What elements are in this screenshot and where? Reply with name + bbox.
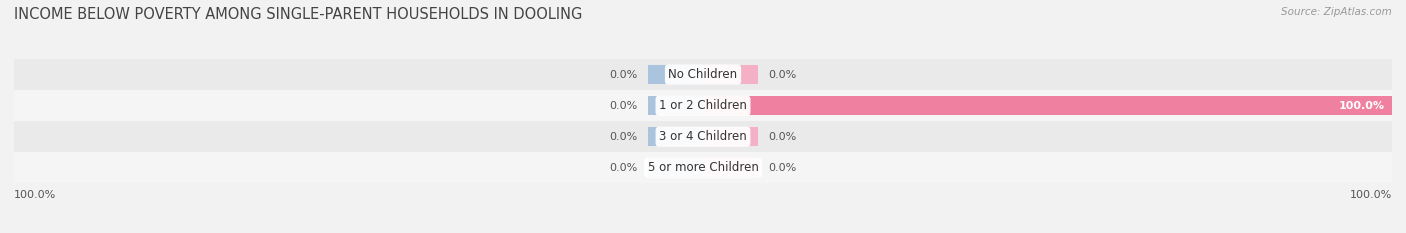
Text: 0.0%: 0.0% bbox=[769, 70, 797, 79]
Bar bbox=[703, 96, 1392, 115]
Bar bbox=[703, 65, 758, 84]
Bar bbox=[14, 152, 1392, 183]
Text: 0.0%: 0.0% bbox=[609, 70, 637, 79]
Text: 0.0%: 0.0% bbox=[609, 101, 637, 111]
Bar bbox=[648, 158, 703, 177]
Text: 1 or 2 Children: 1 or 2 Children bbox=[659, 99, 747, 112]
Text: No Children: No Children bbox=[668, 68, 738, 81]
Bar bbox=[14, 121, 1392, 152]
Text: 5 or more Children: 5 or more Children bbox=[648, 161, 758, 174]
Text: 0.0%: 0.0% bbox=[769, 132, 797, 142]
Text: 0.0%: 0.0% bbox=[769, 163, 797, 173]
Text: 100.0%: 100.0% bbox=[14, 190, 56, 200]
Text: 3 or 4 Children: 3 or 4 Children bbox=[659, 130, 747, 143]
Bar bbox=[648, 96, 703, 115]
Bar bbox=[14, 59, 1392, 90]
Text: INCOME BELOW POVERTY AMONG SINGLE-PARENT HOUSEHOLDS IN DOOLING: INCOME BELOW POVERTY AMONG SINGLE-PARENT… bbox=[14, 7, 582, 22]
Text: 0.0%: 0.0% bbox=[609, 163, 637, 173]
Text: 0.0%: 0.0% bbox=[609, 132, 637, 142]
Bar bbox=[703, 158, 758, 177]
Text: Source: ZipAtlas.com: Source: ZipAtlas.com bbox=[1281, 7, 1392, 17]
Bar bbox=[14, 90, 1392, 121]
Text: 100.0%: 100.0% bbox=[1339, 101, 1385, 111]
Text: 100.0%: 100.0% bbox=[1350, 190, 1392, 200]
Bar bbox=[648, 127, 703, 146]
Bar bbox=[648, 65, 703, 84]
Bar bbox=[703, 127, 758, 146]
